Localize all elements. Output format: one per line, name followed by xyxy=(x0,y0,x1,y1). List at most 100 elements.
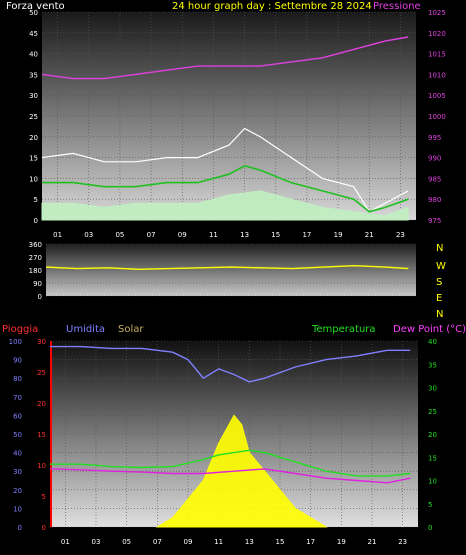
wind-x-tick-label: 01 xyxy=(53,231,62,239)
temp-x-tick-label: 23 xyxy=(398,538,407,546)
wind-x-tick-label: 05 xyxy=(115,231,124,239)
temp-y-tick-label: 5 xyxy=(428,501,432,509)
rain-y-tick-label: 25 xyxy=(37,369,46,377)
direction-y-tick-label: 270 xyxy=(29,254,42,262)
wind-y-tick-label: 25 xyxy=(29,113,38,121)
compass-e: E xyxy=(436,293,442,304)
temp-x-tick-label: 19 xyxy=(337,538,346,546)
humidity-y-tick-label: 40 xyxy=(13,450,22,458)
temp-y-tick-label: 40 xyxy=(428,338,437,346)
dewpoint-title: Dew Point (°C) xyxy=(393,324,466,335)
humidity-line xyxy=(50,345,411,383)
direction-plot-area xyxy=(46,244,416,296)
wind-min-area xyxy=(41,190,409,221)
humidity-y-tick-label: 20 xyxy=(13,487,22,495)
temp-y-tick-label: 20 xyxy=(428,431,437,439)
pressure-y-tick-label: 980 xyxy=(428,196,441,204)
rain-y-tick-label: 5 xyxy=(42,493,46,501)
wind-x-tick-label: 23 xyxy=(396,231,405,239)
rain-y-tick-label: 20 xyxy=(37,400,46,408)
pressure-y-tick-label: 995 xyxy=(428,134,441,142)
humidity-y-tick-label: 10 xyxy=(13,505,22,513)
wind-y-tick-label: 50 xyxy=(29,9,38,17)
wind-y-tick-label: 10 xyxy=(29,175,38,183)
humidity-y-tick-label: 90 xyxy=(13,357,22,365)
temp-x-tick-label: 09 xyxy=(184,538,193,546)
direction-y-tick-label: 180 xyxy=(29,267,42,275)
pressure-y-tick-label: 1020 xyxy=(428,30,446,38)
pressure-y-tick-label: 1010 xyxy=(428,71,446,79)
temp-x-tick-label: 11 xyxy=(214,538,223,546)
temp-x-tick-label: 01 xyxy=(61,538,70,546)
wind-x-tick-label: 11 xyxy=(209,231,218,239)
compass-n-bottom: N xyxy=(436,309,443,320)
wind-x-tick-label: 09 xyxy=(178,231,187,239)
wind-y-tick-label: 45 xyxy=(29,30,38,38)
pressure-title: Pressione xyxy=(373,1,421,12)
dewpoint-line xyxy=(49,468,411,484)
humidity-y-tick-label: 70 xyxy=(13,394,22,402)
direction-y-tick-label: 0 xyxy=(38,293,42,301)
pressure-y-tick-label: 985 xyxy=(428,175,441,183)
wind-y-tick-label: 35 xyxy=(29,71,38,79)
temperature-line xyxy=(50,449,411,477)
temp-x-tick-label: 15 xyxy=(276,538,285,546)
humidity-y-tick-label: 50 xyxy=(13,431,22,439)
pressure-y-tick-label: 975 xyxy=(428,217,441,225)
humidity-y-tick-label: 30 xyxy=(13,468,22,476)
temp-x-tick-label: 21 xyxy=(368,538,377,546)
temp-y-tick-label: 10 xyxy=(428,478,437,486)
wind-x-tick-label: 15 xyxy=(271,231,280,239)
temp-y-tick-label: 15 xyxy=(428,454,437,462)
wind-x-tick-label: 13 xyxy=(240,231,249,239)
wind-y-tick-label: 0 xyxy=(34,217,38,225)
direction-line xyxy=(45,264,409,271)
pressure-line xyxy=(41,36,409,80)
temp-y-tick-label: 35 xyxy=(428,361,437,369)
wind-x-tick-label: 03 xyxy=(84,231,93,239)
wind-x-tick-label: 19 xyxy=(334,231,343,239)
wind-avg-line xyxy=(42,165,409,213)
wind-y-tick-label: 40 xyxy=(29,51,38,59)
solar-title: Solar xyxy=(118,324,144,335)
pressure-y-tick-label: 1005 xyxy=(428,92,446,100)
temp-y-tick-label: 25 xyxy=(428,408,437,416)
humidity-y-tick-label: 0 xyxy=(18,524,22,532)
temp-x-tick-label: 05 xyxy=(122,538,131,546)
temp-x-tick-label: 03 xyxy=(92,538,101,546)
wind-x-tick-label: 17 xyxy=(302,231,311,239)
wind-y-tick-label: 30 xyxy=(29,92,38,100)
humidity-y-tick-label: 60 xyxy=(13,412,22,420)
rain-bar xyxy=(50,341,52,527)
temperature-title: Temperatura xyxy=(311,324,376,335)
rain-y-tick-label: 0 xyxy=(42,524,46,532)
temp-y-tick-label: 0 xyxy=(428,524,432,532)
temp-x-tick-label: 17 xyxy=(306,538,315,546)
wind-x-tick-label: 21 xyxy=(365,231,374,239)
wind-y-tick-label: 20 xyxy=(29,134,38,142)
direction-y-tick-label: 360 xyxy=(29,241,42,249)
humidity-title: Umidita xyxy=(66,324,105,335)
compass-n-top: N xyxy=(436,243,443,254)
rain-y-tick-label: 10 xyxy=(37,462,46,470)
rain-title: Pioggia xyxy=(2,324,38,335)
temp-x-tick-label: 07 xyxy=(153,538,162,546)
wind-y-tick-label: 15 xyxy=(29,155,38,163)
direction-y-tick-label: 90 xyxy=(33,280,42,288)
humidity-y-tick-label: 100 xyxy=(9,338,22,346)
wind-x-tick-label: 07 xyxy=(147,231,156,239)
temp-x-tick-label: 13 xyxy=(245,538,254,546)
rain-y-tick-label: 15 xyxy=(37,431,46,439)
pressure-y-tick-label: 1000 xyxy=(428,113,446,121)
temp-y-tick-label: 30 xyxy=(428,385,437,393)
chart-title: 24 hour graph day : Settembre 28 2024 xyxy=(172,1,372,12)
pressure-y-tick-label: 1015 xyxy=(428,51,446,59)
wind-title: Forza vento xyxy=(6,1,65,12)
compass-s: S xyxy=(436,277,442,288)
wind-gust-line xyxy=(41,127,409,213)
compass-w: W xyxy=(436,261,446,272)
humidity-y-tick-label: 80 xyxy=(13,375,22,383)
wind-y-tick-label: 5 xyxy=(34,196,38,204)
pressure-y-tick-label: 1025 xyxy=(428,9,446,17)
